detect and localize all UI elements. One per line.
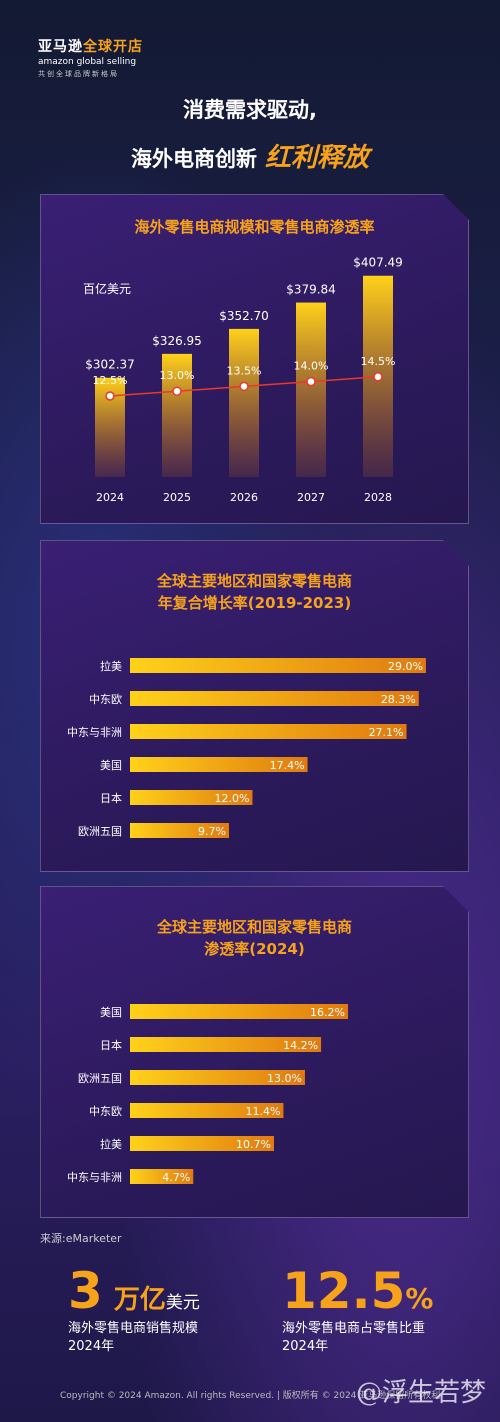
bar-美国 xyxy=(130,1004,348,1019)
line-point-2028 xyxy=(374,373,382,381)
stat-share: 12.5% 海外零售电商占零售比重 2024年 xyxy=(282,1262,433,1356)
source-note: 来源:eMarketer xyxy=(40,1232,122,1245)
line-point-2025 xyxy=(173,387,181,395)
logo-tagline: 共创全球品牌新格局 xyxy=(38,70,119,78)
bar-欧洲五国 xyxy=(130,823,229,838)
line-value-label-2027: 14.0% xyxy=(294,360,329,373)
stat-sales-year: 2024年 xyxy=(68,1339,115,1354)
bar-value-label-拉美: 10.7% xyxy=(236,1138,271,1151)
x-tick-2027: 2027 xyxy=(297,491,325,504)
bar-中东欧 xyxy=(130,1103,283,1118)
bar-value-label-美国: 17.4% xyxy=(270,759,305,772)
bar-value-label-2026: $352.70 xyxy=(219,309,269,323)
bar-value-label-中东与非洲: 4.7% xyxy=(162,1171,190,1184)
bar-value-label-欧洲五国: 13.0% xyxy=(267,1072,302,1085)
line-value-label-2026: 13.5% xyxy=(227,364,262,377)
bar-value-label-欧洲五国: 9.7% xyxy=(198,825,226,838)
stat-share-value: 12.5 xyxy=(282,1262,406,1320)
bar-value-label-日本: 14.2% xyxy=(283,1039,318,1052)
category-label-中东欧: 中东欧 xyxy=(89,693,122,706)
category-label-欧洲五国: 欧洲五国 xyxy=(78,825,122,838)
chart3-title: 全球主要地区和国家零售电商 xyxy=(156,918,352,936)
bar-value-label-中东欧: 28.3% xyxy=(381,693,416,706)
logo-wordmark: 亚马逊全球开店 xyxy=(38,39,143,55)
bar-value-label-拉美: 29.0% xyxy=(388,660,423,673)
stat-sales-unit: 万亿 xyxy=(113,1285,166,1315)
category-label-日本: 日本 xyxy=(100,791,122,805)
category-label-美国: 美国 xyxy=(100,759,122,772)
logo-subtitle: amazon global selling xyxy=(38,57,137,67)
panel-penetration: 全球主要地区和国家零售电商 渗透率(2024) 美国 16.2% 日本 14.2% 欧洲… xyxy=(40,886,469,1218)
bar-欧洲五国 xyxy=(130,1070,305,1085)
bar-拉美 xyxy=(130,658,426,673)
stat-share-year: 2024年 xyxy=(282,1339,329,1354)
line-point-2024 xyxy=(106,392,114,400)
bar-日本 xyxy=(130,1037,321,1052)
panel-cagr: 全球主要地区和国家零售电商 年复合增长率(2019-2023) 拉美 29.0% 中… xyxy=(40,540,469,872)
line-point-2027 xyxy=(307,378,315,386)
stat-sales-desc: 海外零售电商销售规模 xyxy=(68,1321,199,1336)
watermark: @浮生若梦 xyxy=(355,1378,486,1408)
x-tick-2025: 2025 xyxy=(163,491,191,504)
category-label-中东与非洲: 中东与非洲 xyxy=(67,726,122,739)
bar-value-label-中东与非洲: 27.1% xyxy=(369,726,404,739)
bar-美国 xyxy=(130,757,308,772)
chart2-title: 全球主要地区和国家零售电商 xyxy=(156,572,352,590)
stat-sales-value: 3 xyxy=(68,1262,103,1320)
category-label-欧洲五国: 欧洲五国 xyxy=(78,1072,122,1085)
bar-日本 xyxy=(130,790,252,805)
panel-market-size: 海外零售电商规模和零售电商渗透率 百亿美元 $302.37 2024 12.5% $32… xyxy=(40,194,469,524)
copyright-footer: Copyright © 2024 Amazon. All rights Rese… xyxy=(60,1391,441,1401)
chart2-subtitle: 年复合增长率(2019-2023) xyxy=(157,594,352,612)
chart-penetration: 美国 16.2% 日本 14.2% 欧洲五国 13.0% 中东欧 11.4% 拉美 10.7% 中东… xyxy=(41,887,468,1217)
bar-中东与非洲 xyxy=(130,724,407,739)
line-point-2026 xyxy=(240,382,248,390)
bar-value-label-美国: 16.2% xyxy=(310,1006,345,1019)
bar-2025 xyxy=(162,354,192,477)
bar-value-label-日本: 12.0% xyxy=(214,792,249,805)
chart-market-size: 百亿美元 $302.37 2024 12.5% $326.95 2025 13.0% $352… xyxy=(41,195,468,523)
category-label-拉美: 拉美 xyxy=(100,659,122,673)
x-tick-2028: 2028 xyxy=(364,491,392,504)
chart-cagr: 拉美 29.0% 中东欧 28.3% 中东与非洲 27.1% 美国 17.4% 日本 12.0% 欧… xyxy=(41,541,468,871)
category-label-美国: 美国 xyxy=(100,1006,122,1019)
bar-2026 xyxy=(229,329,259,477)
category-label-拉美: 拉美 xyxy=(100,1137,122,1151)
stat-share-desc: 海外零售电商占零售比重 xyxy=(282,1321,426,1336)
bar-value-label-2027: $379.84 xyxy=(286,283,336,297)
category-label-日本: 日本 xyxy=(100,1038,122,1052)
bar-中东与非洲 xyxy=(130,1169,193,1184)
stat-share-unit: % xyxy=(405,1282,434,1315)
bar-value-label-2024: $302.37 xyxy=(85,358,135,372)
category-label-中东欧: 中东欧 xyxy=(89,1105,122,1118)
bar-中东欧 xyxy=(130,691,419,706)
chart3-subtitle: 渗透率(2024) xyxy=(204,940,305,958)
category-label-中东与非洲: 中东与非洲 xyxy=(67,1171,122,1184)
stat-sales-size: 3 万亿美元 海外零售电商销售规模 2024年 xyxy=(68,1262,200,1356)
line-value-label-2025: 13.0% xyxy=(160,369,195,382)
headline-line2: 海外电商创新 红利释放 xyxy=(130,143,369,173)
bar-2027 xyxy=(296,303,326,477)
headline-highlight: 红利释放 xyxy=(264,143,369,173)
chart1-unit-label: 百亿美元 xyxy=(83,281,131,296)
bar-value-label-2025: $326.95 xyxy=(152,334,202,348)
bar-value-label-中东欧: 11.4% xyxy=(245,1105,280,1118)
bar-拉美 xyxy=(130,1136,274,1151)
line-value-label-2024: 12.5% xyxy=(93,374,128,387)
line-value-label-2028: 14.5% xyxy=(361,355,396,368)
logo: 亚马逊全球开店 amazon global selling 共创全球品牌新格局 xyxy=(38,36,143,79)
x-tick-2024: 2024 xyxy=(96,491,124,504)
x-tick-2026: 2026 xyxy=(230,491,258,504)
stat-sales-currency: 美元 xyxy=(165,1293,200,1313)
bar-value-label-2028: $407.49 xyxy=(353,256,403,270)
headline-line1: 消费需求驱动, xyxy=(183,98,317,122)
chart1-title: 海外零售电商规模和零售电商渗透率 xyxy=(134,218,375,236)
